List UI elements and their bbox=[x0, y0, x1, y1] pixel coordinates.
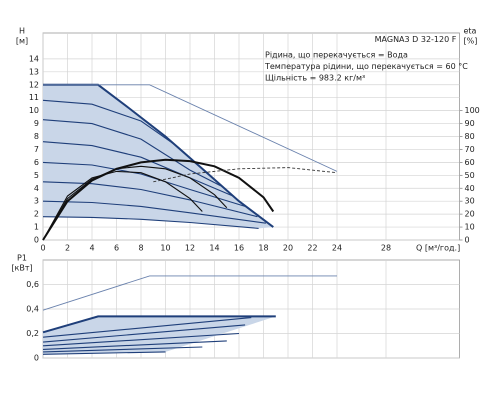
curve bbox=[43, 84, 338, 172]
y-tick-label: 0,2 bbox=[26, 329, 39, 338]
y2-axis-unit: [%] bbox=[464, 37, 478, 46]
y-axis-label: H bbox=[19, 27, 25, 36]
x-tick-label: 14 bbox=[209, 244, 219, 253]
info-line: Щільність = 983.2 кг/м³ bbox=[265, 74, 365, 83]
y-tick-label: 14 bbox=[29, 54, 39, 63]
y-axis-label: P1 bbox=[17, 254, 27, 263]
curve bbox=[153, 167, 338, 183]
y2-tick-label: 80 bbox=[465, 132, 475, 141]
y-tick-label: 6 bbox=[34, 158, 39, 167]
chart-title: MAGNA3 D 32-120 F bbox=[375, 35, 457, 44]
x-tick-label: 10 bbox=[160, 244, 170, 253]
y-tick-label: 7 bbox=[34, 145, 39, 154]
x-tick-label: 20 bbox=[283, 244, 293, 253]
curve bbox=[42, 200, 266, 224]
info-line: Рідина, що перекачується = Вода bbox=[265, 51, 408, 60]
operating-area bbox=[43, 84, 274, 229]
y2-tick-label: 10 bbox=[465, 223, 475, 232]
curve bbox=[42, 332, 240, 347]
y-axis-unit: [кВт] bbox=[11, 264, 32, 273]
y2-tick-label: 20 bbox=[465, 210, 475, 219]
y2-tick-label: 60 bbox=[465, 158, 475, 167]
y2-tick-label: 30 bbox=[465, 197, 475, 206]
y-tick-label: 8 bbox=[34, 132, 39, 141]
y2-tick-label: 90 bbox=[465, 119, 475, 128]
x-tick-label: 6 bbox=[114, 244, 119, 253]
curve bbox=[42, 351, 166, 355]
y2-axis-label: eta bbox=[464, 27, 477, 36]
y-tick-label: 0,6 bbox=[26, 280, 39, 289]
operating-area bbox=[43, 316, 276, 355]
curve bbox=[42, 165, 228, 241]
curve bbox=[42, 141, 234, 197]
x-tick-label: 4 bbox=[89, 244, 94, 253]
info-line: Температура рідини, що перекачується = 6… bbox=[264, 62, 468, 71]
y2-tick-label: 100 bbox=[465, 106, 480, 115]
y-tick-label: 0 bbox=[34, 354, 39, 363]
x-tick-label: 18 bbox=[258, 244, 268, 253]
y-tick-label: 4 bbox=[34, 184, 39, 193]
curve bbox=[42, 324, 246, 343]
y2-tick-label: 50 bbox=[465, 171, 475, 180]
curve bbox=[42, 317, 252, 338]
y-tick-label: 13 bbox=[29, 67, 39, 76]
x-tick-label: 24 bbox=[332, 244, 342, 253]
y-tick-label: 9 bbox=[34, 119, 39, 128]
y-axis-unit: [м] bbox=[16, 37, 28, 46]
y2-tick-label: 70 bbox=[465, 145, 475, 154]
curve bbox=[42, 346, 203, 353]
x-tick-label: 28 bbox=[381, 244, 391, 253]
x-tick-label: 2 bbox=[65, 244, 70, 253]
y-tick-label: 0 bbox=[34, 236, 39, 245]
curve bbox=[42, 119, 221, 187]
x-axis-label: Q [м³/год.] bbox=[416, 244, 460, 253]
y-tick-label: 11 bbox=[29, 93, 39, 102]
x-tick-label: 0 bbox=[40, 244, 45, 253]
y-tick-label: 3 bbox=[34, 197, 39, 206]
y-tick-label: 1 bbox=[34, 223, 39, 232]
y-tick-label: 2 bbox=[34, 210, 39, 219]
x-tick-label: 8 bbox=[138, 244, 143, 253]
curve bbox=[42, 170, 203, 241]
curve bbox=[42, 161, 246, 207]
x-tick-label: 16 bbox=[234, 244, 244, 253]
curve bbox=[42, 99, 209, 175]
y2-tick-label: 40 bbox=[465, 184, 475, 193]
curve bbox=[42, 181, 258, 218]
y-tick-label: 0,4 bbox=[26, 305, 39, 314]
x-tick-label: 12 bbox=[185, 244, 195, 253]
x-tick-label: 22 bbox=[307, 244, 317, 253]
curve bbox=[42, 315, 276, 334]
curve bbox=[42, 275, 337, 311]
y2-tick-label: 0 bbox=[465, 236, 470, 245]
curve bbox=[42, 158, 275, 241]
y-tick-label: 10 bbox=[29, 106, 39, 115]
curve bbox=[42, 340, 227, 350]
y-tick-label: 5 bbox=[34, 171, 39, 180]
curve bbox=[42, 216, 259, 229]
y-tick-label: 12 bbox=[29, 80, 39, 89]
